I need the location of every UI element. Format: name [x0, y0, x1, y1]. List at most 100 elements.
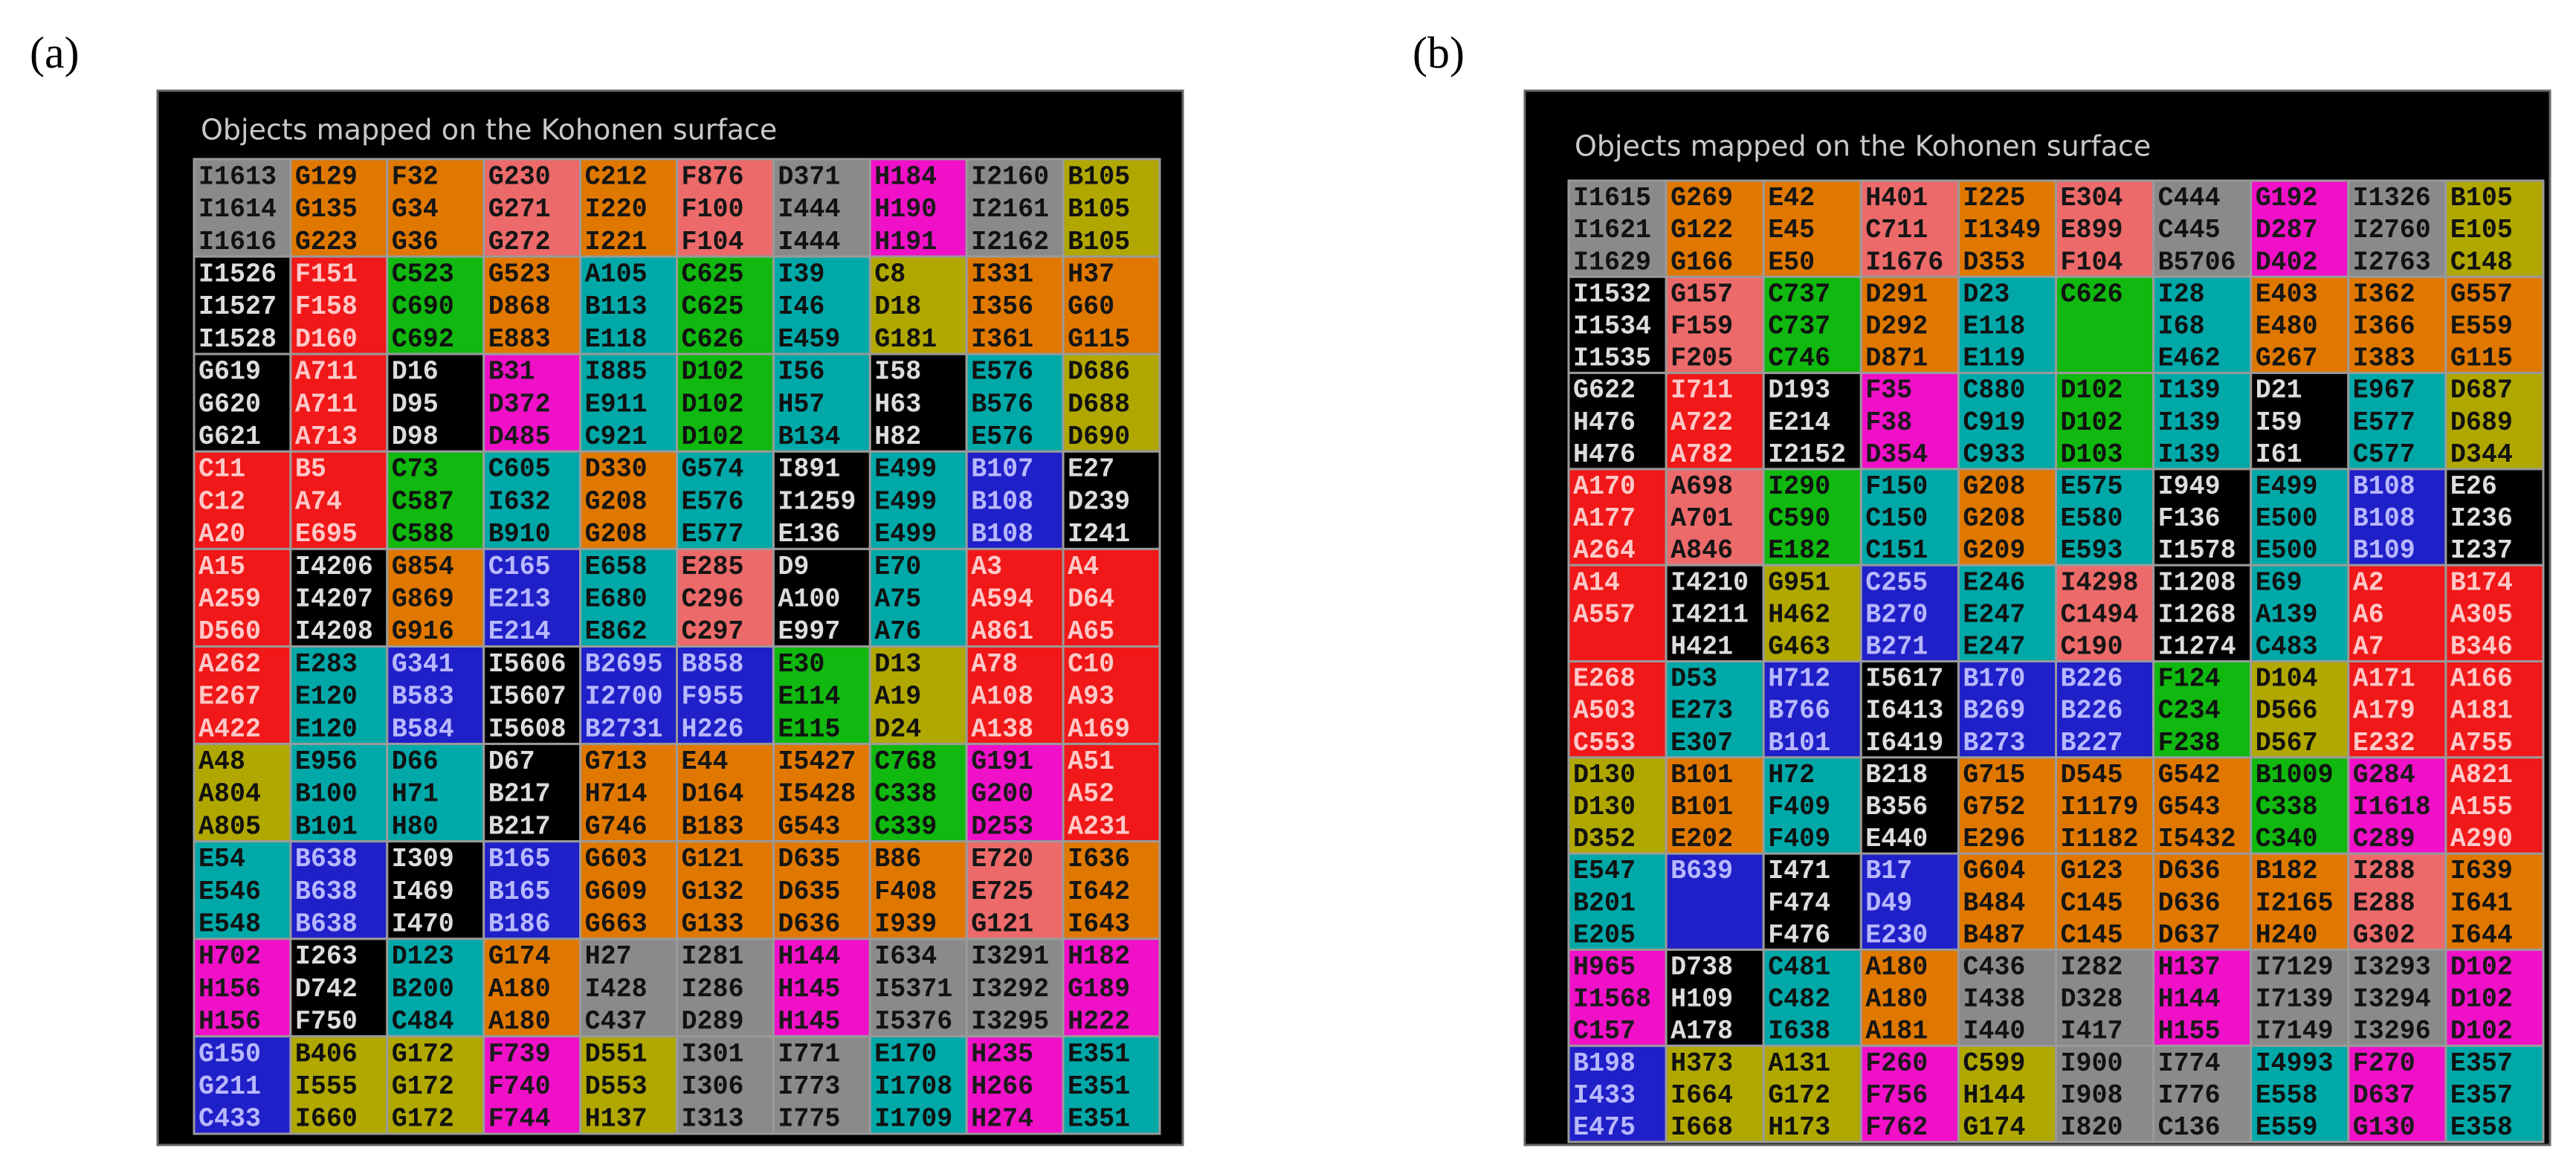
cell-label: D130: [1573, 792, 1636, 822]
cell-label: C12: [198, 486, 245, 517]
cell-label: I2700: [585, 682, 663, 712]
cell-label: C338: [874, 779, 937, 810]
cell-background: [1957, 179, 2057, 278]
cell-label: I774: [2158, 1048, 2221, 1079]
cell-label: I634: [874, 941, 937, 972]
cell-label: D687: [2450, 375, 2513, 406]
cell-label: E268: [1573, 664, 1636, 694]
cell-label: A179: [2353, 696, 2415, 726]
cell-label: I643: [1068, 909, 1130, 939]
cell-background: [2444, 372, 2545, 471]
cell-label: C692: [392, 324, 454, 355]
cell-background: [579, 158, 678, 258]
cell-label: I361: [971, 324, 1033, 355]
cell-label: I820: [2061, 1112, 2123, 1143]
cell-background: [2152, 852, 2253, 951]
cell-background: [2444, 179, 2545, 278]
cell-background: [1859, 372, 1960, 471]
cell-label: I1528: [198, 324, 277, 355]
cell-label: F408: [874, 877, 937, 907]
cell-label: H184: [874, 161, 937, 192]
cell-label: G713: [585, 746, 648, 777]
cell-background: [1567, 1045, 1668, 1143]
cell-label: C8: [874, 259, 906, 289]
cell-label: I221: [585, 227, 648, 257]
cell-label: G133: [682, 909, 744, 939]
cell-label: C605: [488, 454, 551, 485]
panel-label: (a): [30, 28, 80, 77]
cell-label: H714: [585, 779, 648, 810]
cell-label: E899: [2061, 215, 2123, 245]
cell-label: G174: [1963, 1112, 2025, 1143]
cell-background: [193, 255, 292, 355]
cell-background: [676, 743, 775, 843]
cell-label: E230: [1865, 920, 1928, 950]
cell-label: C151: [1865, 535, 1928, 566]
cell-background: [2055, 852, 2155, 951]
cell-label: F740: [488, 1071, 551, 1102]
cell-label: D292: [1865, 311, 1928, 341]
cell-label: I4207: [295, 584, 373, 614]
cell-label: A169: [1068, 714, 1130, 744]
cell-label: I632: [488, 486, 551, 517]
map-title: Objects mapped on the Kohonen surface: [1575, 130, 2151, 163]
cell-label: C11: [198, 454, 245, 485]
cell-label: I4210: [1670, 567, 1749, 598]
cell-label: E273: [1670, 696, 1733, 726]
cell-label: H226: [682, 714, 744, 744]
cell-label: H235: [971, 1039, 1033, 1069]
cell-label: E997: [778, 616, 840, 647]
cell-label: A6: [2353, 599, 2384, 630]
cell-background: [1665, 372, 1765, 471]
cell-label: H137: [2158, 952, 2221, 982]
cell-background: [1062, 547, 1161, 648]
cell-label: D239: [1068, 486, 1130, 517]
cell-label: G619: [198, 357, 261, 387]
cell-label: D104: [2256, 664, 2318, 694]
cell-label: H27: [585, 941, 632, 972]
cell-label: I885: [585, 357, 648, 387]
cell-background: [1859, 1045, 1960, 1143]
cell-label: E499: [874, 519, 937, 549]
cell-label: A139: [2256, 599, 2318, 630]
cell-label: D636: [2158, 856, 2221, 886]
cell-background: [868, 1035, 968, 1135]
cell-label: E54: [198, 844, 245, 874]
cell-label: B484: [1963, 888, 2025, 918]
cell-label: H266: [971, 1071, 1033, 1102]
cell-background: [676, 1035, 775, 1135]
cell-label: H712: [1768, 664, 1830, 694]
cell-label: F476: [1768, 920, 1830, 950]
cell-label: C625: [682, 259, 744, 289]
cell-label: G191: [971, 746, 1033, 777]
cell-label: B170: [1963, 664, 2025, 694]
cell-background: [1567, 372, 1668, 471]
cell-background: [2055, 756, 2155, 855]
cell-label: A180: [488, 1007, 551, 1037]
cell-label: C523: [392, 259, 454, 289]
cell-label: I776: [2158, 1080, 2221, 1111]
cell-label: A93: [1068, 682, 1114, 712]
